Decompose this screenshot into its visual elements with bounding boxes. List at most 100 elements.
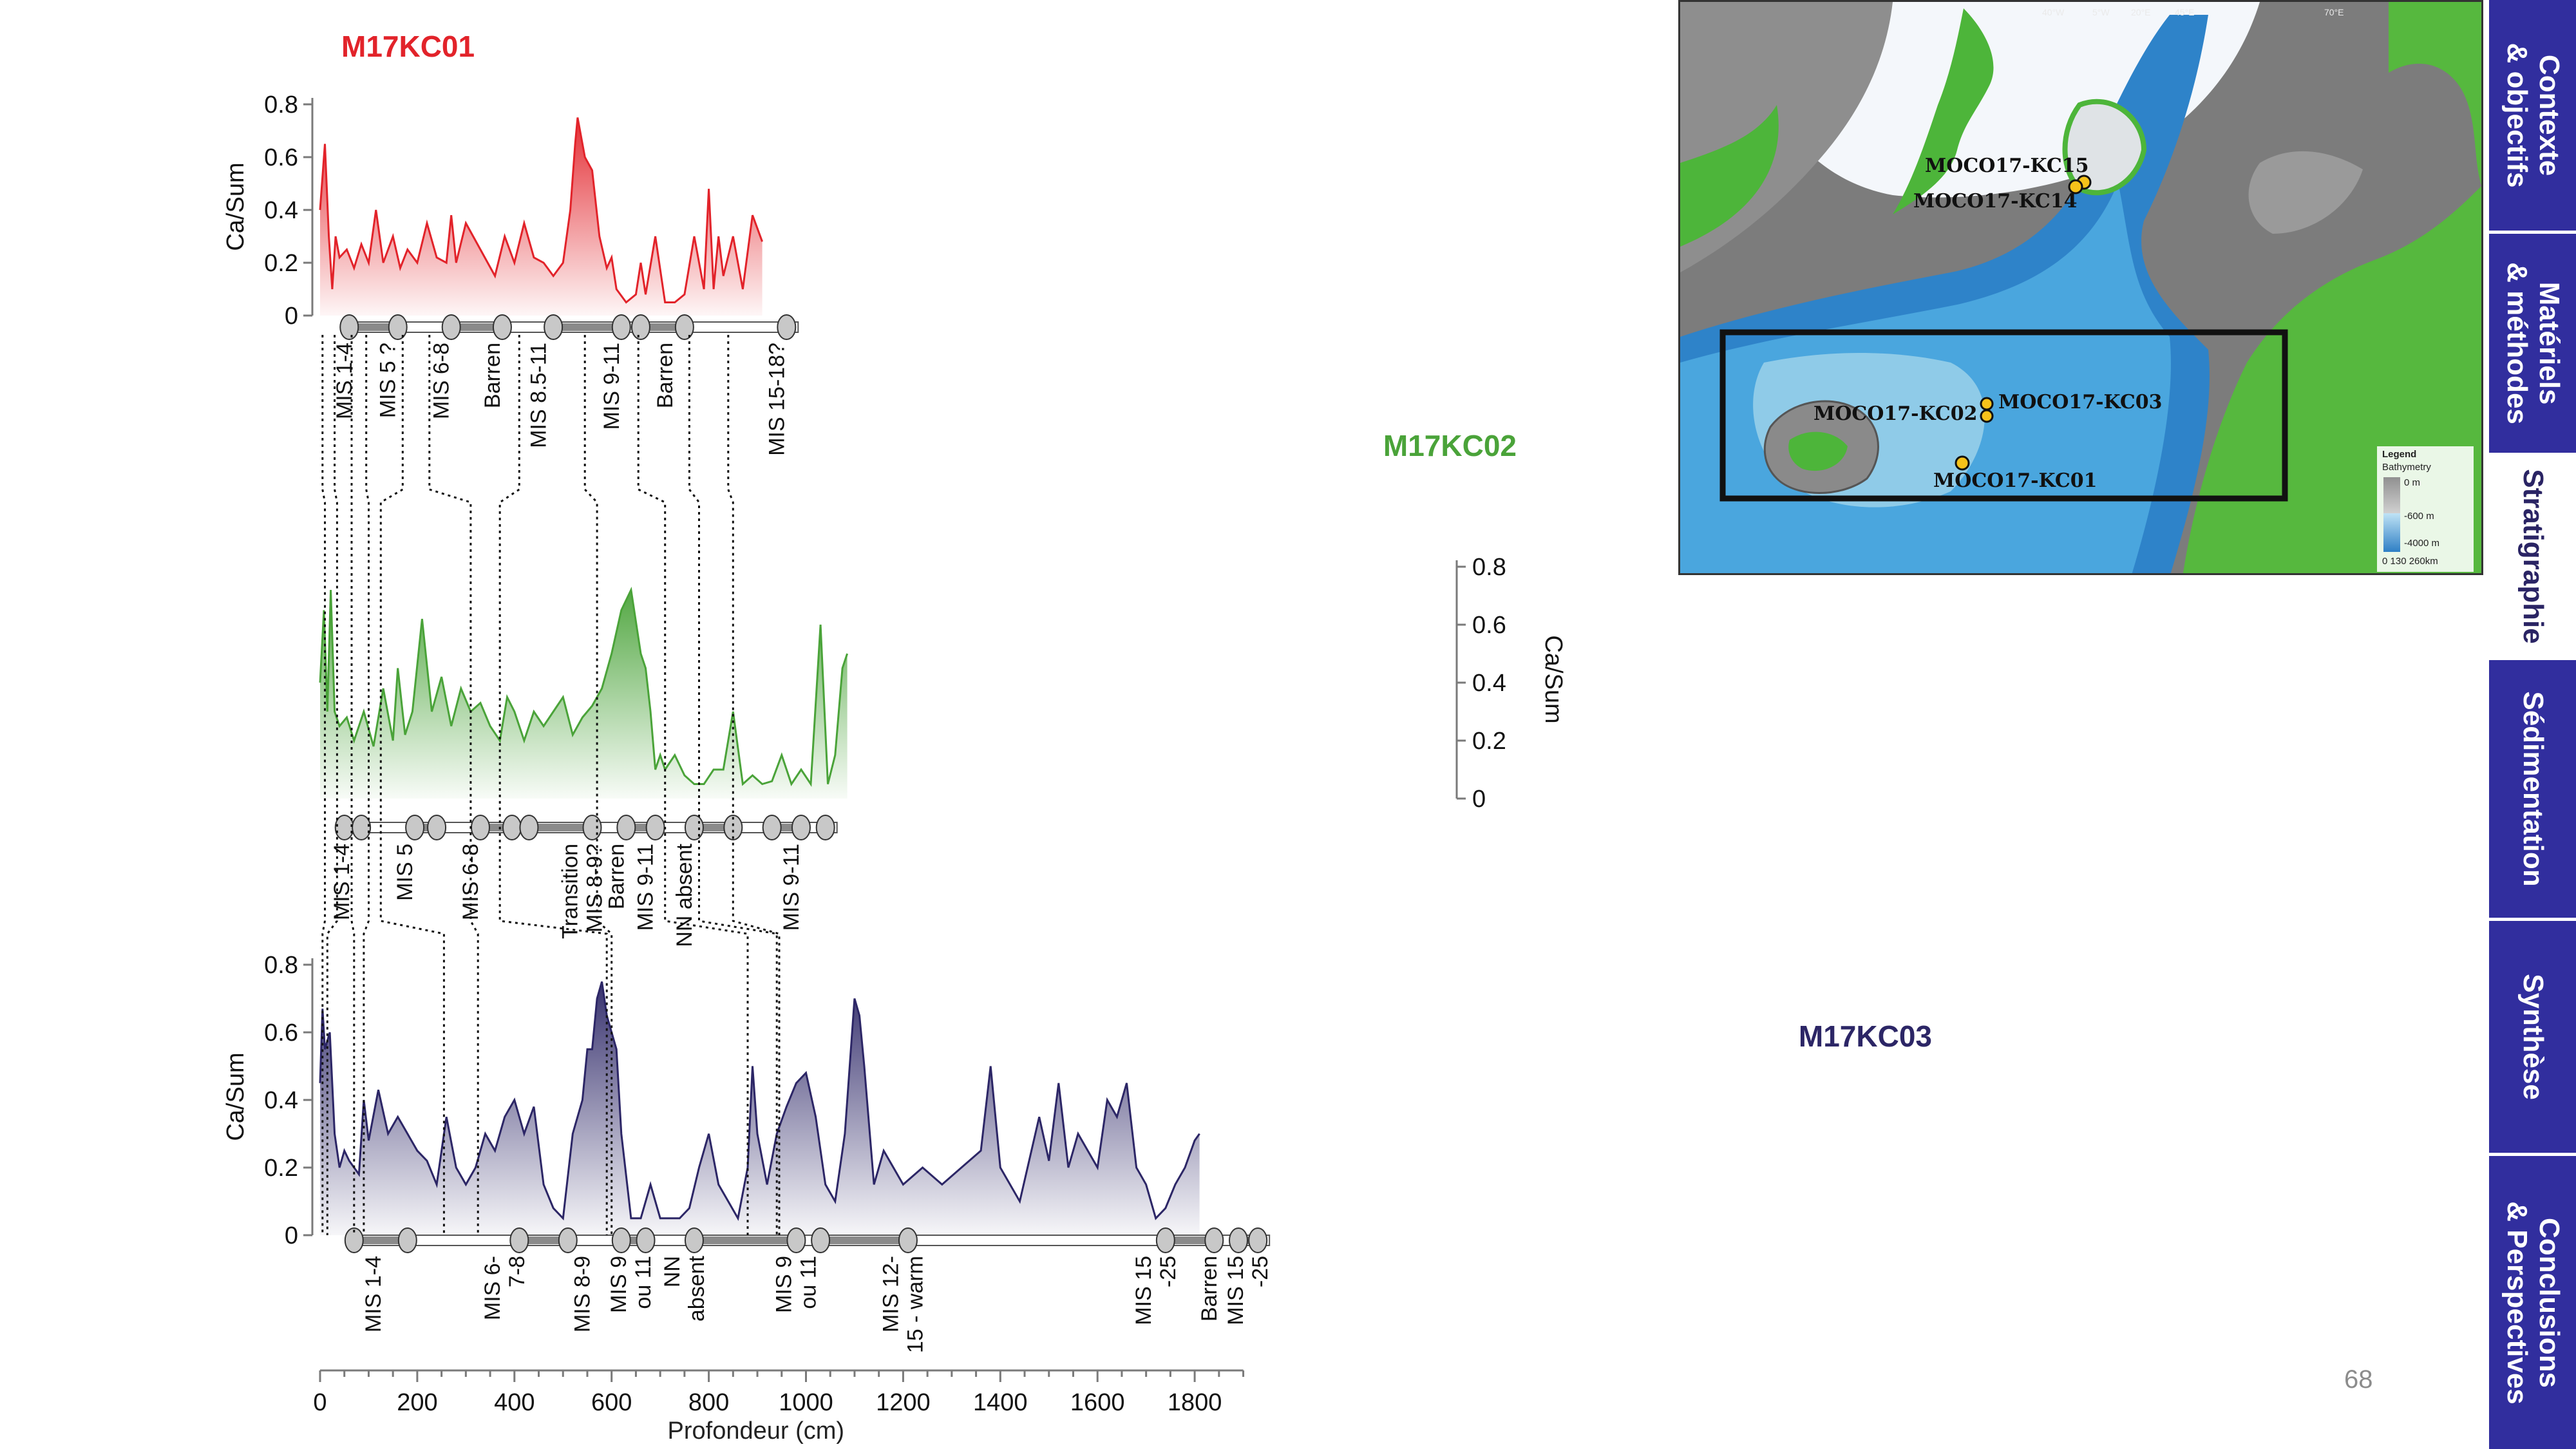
longitude-label: 40°W xyxy=(2042,7,2065,17)
longitude-label: 20°E xyxy=(2131,7,2151,17)
longitude-label: 70°E xyxy=(2324,7,2344,17)
y-tick-label: 0.2 xyxy=(264,1155,298,1182)
y-tick-label: 0.6 xyxy=(264,1019,298,1046)
x-tick-label: 800 xyxy=(688,1389,729,1416)
core-panels: 0 0.2 0.4 0.6 0.8 Ca/Sum M17KC01 MIS 1-4 MIS 5 ?… xyxy=(222,30,1932,1353)
strat-segment xyxy=(694,824,734,831)
legend-subtitle: Bathymetry xyxy=(2382,462,2431,473)
strat-label: 7-8 xyxy=(505,1256,529,1287)
core-title: M17KC02 xyxy=(1383,429,1517,462)
nav-tab-label: Matériels xyxy=(2533,281,2565,405)
nav-tab-label: Synthèse xyxy=(2517,974,2549,1100)
core-label-kc02: MOCO17-KC02 xyxy=(1814,402,1978,425)
strat-marker xyxy=(630,314,650,340)
core-site-kc03 xyxy=(1980,397,1994,411)
strat-marker xyxy=(645,815,665,840)
strat-label: 15 - warm xyxy=(903,1256,927,1353)
longitude-label: 5°W xyxy=(2092,7,2110,17)
depth-axis: 0 200 400 600 800 1000 1200 1400 1600 1800 Profond… xyxy=(313,1369,1245,1444)
tie-line xyxy=(350,335,355,1235)
x-tick-label: 400 xyxy=(494,1389,535,1416)
legend-scale: 0 130 260km xyxy=(2382,556,2438,567)
strat-label: NN absent xyxy=(672,843,697,947)
strat-marker xyxy=(762,815,782,840)
strat-marker xyxy=(519,815,539,840)
tie-line xyxy=(363,335,370,1235)
core-label-kc03: MOCO17-KC03 xyxy=(1998,391,2163,413)
y-tick-label: 0.2 xyxy=(264,250,298,277)
strat-marker xyxy=(441,314,461,340)
strat-marker xyxy=(470,815,490,840)
strat-segment xyxy=(820,1236,908,1244)
nav-tab-conclusions[interactable]: Conclusions & Perspectives xyxy=(2489,1156,2576,1449)
core-label-kc01: MOCO17-KC01 xyxy=(1933,469,2098,492)
page-number: 68 xyxy=(2344,1365,2373,1394)
nav-tab-sedimentation[interactable]: Sédimentation xyxy=(2489,660,2576,918)
strat-marker xyxy=(611,1227,631,1253)
strat-marker xyxy=(544,314,564,340)
tie-line xyxy=(326,335,338,1235)
strat-marker xyxy=(1204,1227,1224,1253)
strat-marker xyxy=(684,815,704,840)
nav-tab-contexte[interactable]: Contexte & objectifs xyxy=(2489,0,2576,231)
strat-label: Transition xyxy=(558,844,583,939)
strat-label: MIS 6-8 xyxy=(430,343,454,419)
correlation-tie-lines xyxy=(321,335,781,1235)
strat-label: MIS 5 xyxy=(393,844,417,901)
strat-segment xyxy=(529,824,592,831)
strat-segment xyxy=(553,323,621,331)
nav-tab-label: Stratigraphie xyxy=(2517,469,2549,644)
y-tick-label: 0.8 xyxy=(1472,554,1506,581)
strat-marker xyxy=(723,815,743,840)
core-label-kc15: MOCO17-KC15 xyxy=(1925,155,2089,177)
y-tick-label: 0 xyxy=(285,1222,298,1249)
strat-label: ou 11 xyxy=(631,1256,656,1309)
y-tick-label: 0.8 xyxy=(264,91,298,118)
nav-tab-materiels[interactable]: Matériels & méthodes xyxy=(2489,234,2576,453)
core-panel-m17kc02: 0 0.2 0.4 0.6 0.8 Ca/Sum M17KC02 MIS 1-4 MIS 5 MI… xyxy=(319,429,1567,947)
core-panel-m17kc01: 0 0.2 0.4 0.6 0.8 Ca/Sum M17KC01 MIS 1-4 MIS 5 ?… xyxy=(222,30,799,456)
longitude-label: 45°E xyxy=(2175,7,2195,17)
strat-marker xyxy=(811,1227,831,1253)
strat-marker xyxy=(777,314,797,340)
strat-segment xyxy=(694,1236,797,1244)
strat-label: MIS 1-4 xyxy=(330,844,354,920)
strat-label: MIS 8.5-11 xyxy=(527,343,551,448)
strat-label: MIS 15-18? xyxy=(764,343,789,456)
strat-marker xyxy=(684,1227,704,1253)
strat-marker xyxy=(502,815,522,840)
tie-line xyxy=(583,335,613,1235)
nav-tab-label: & méthodes xyxy=(2501,262,2533,424)
strat-label: MIS 6-8 xyxy=(459,844,483,920)
y-tick-label: 0 xyxy=(285,303,298,330)
strat-marker xyxy=(352,815,372,840)
core-site-kc02 xyxy=(1980,409,1994,423)
russia-green xyxy=(2389,2,2481,185)
nav-tab-label: & objectifs xyxy=(2501,43,2533,188)
strat-marker xyxy=(344,1227,364,1253)
y-tick-label: 0.4 xyxy=(1472,670,1506,697)
nav-tab-label: Contexte xyxy=(2533,54,2565,176)
strat-marker xyxy=(339,314,359,340)
strat-label: MIS 9 xyxy=(607,1256,631,1313)
y-tick-label: 0.6 xyxy=(1472,612,1506,639)
x-tick-label: 1000 xyxy=(779,1389,833,1416)
core-panel-m17kc03: 0 0.2 0.4 0.6 0.8 Ca/Sum M17KC03 MIS 1-4 MIS 6- 7… xyxy=(222,952,1932,1353)
y-tick-label: 0.8 xyxy=(264,952,298,979)
strat-label: MIS 5 ? xyxy=(376,343,401,418)
strat-marker xyxy=(1248,1227,1268,1253)
strat-segment xyxy=(519,1236,568,1244)
strat-label: MIS 9-11 xyxy=(600,343,624,430)
nav-tab-synthese[interactable]: Synthèse xyxy=(2489,921,2576,1153)
strat-label: Barren xyxy=(653,343,677,408)
study-area-box xyxy=(1719,329,2288,502)
strat-marker xyxy=(427,815,447,840)
strat-marker xyxy=(582,815,602,840)
series-line xyxy=(319,117,764,304)
tie-line xyxy=(727,335,781,1235)
strat-segment xyxy=(640,323,685,331)
location-map: 40°W 5°W 20°E 45°E 70°E MOCO17-KC15 MOCO… xyxy=(1678,0,2483,575)
legend-sea-swatch xyxy=(2383,513,2400,552)
strat-marker xyxy=(636,1227,656,1253)
nav-tab-stratigraphie[interactable]: Stratigraphie xyxy=(2489,456,2576,657)
